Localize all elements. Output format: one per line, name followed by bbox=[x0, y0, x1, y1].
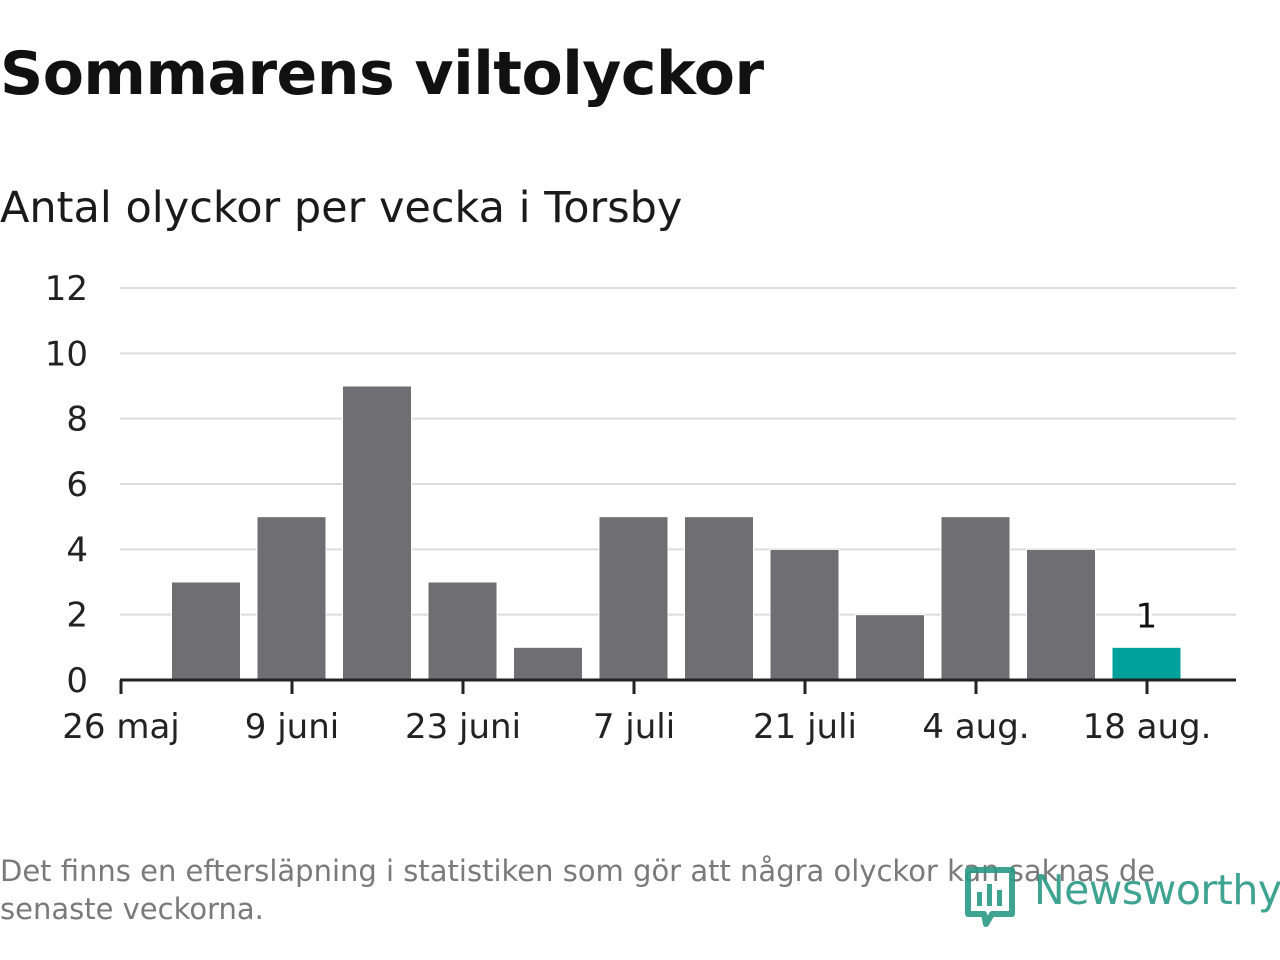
x-tick-label: 21 juli bbox=[753, 707, 857, 747]
bar-chart: 0 2 4 6 8 10 12 1 26 maj 9 juni 23 juni 7 juli 21 … bbox=[45, 269, 1236, 747]
y-tick-label: 8 bbox=[66, 400, 88, 440]
brand-name: Newsworthy bbox=[1034, 866, 1280, 914]
x-tick-label: 23 juni bbox=[405, 707, 521, 747]
bars bbox=[171, 385, 1182, 681]
bar bbox=[427, 581, 498, 681]
y-tick-label: 10 bbox=[45, 334, 88, 374]
bar bbox=[513, 646, 583, 681]
data-labels: 1 bbox=[1133, 593, 1161, 639]
x-tick-label: 7 juli bbox=[593, 707, 675, 747]
bar-highlighted bbox=[1111, 646, 1182, 681]
chart-subtitle: Antal olyckor per vecka i Torsby bbox=[0, 183, 683, 233]
x-tick-label: 18 aug. bbox=[1083, 707, 1212, 747]
y-axis-ticks: 0 2 4 6 8 10 12 bbox=[45, 269, 88, 701]
bar bbox=[1026, 548, 1096, 681]
bar bbox=[171, 581, 241, 681]
bar bbox=[769, 548, 840, 681]
bar bbox=[940, 516, 1011, 681]
y-tick-label: 0 bbox=[66, 661, 88, 701]
newsworthy-logo: Newsworthy bbox=[962, 858, 1280, 928]
y-tick-label: 6 bbox=[66, 465, 88, 505]
bar bbox=[598, 516, 669, 681]
data-label: 1 bbox=[1136, 596, 1158, 636]
x-tick-label: 9 juni bbox=[245, 707, 339, 747]
bar bbox=[684, 516, 754, 681]
y-tick-label: 4 bbox=[66, 530, 88, 570]
x-tick-label: 4 aug. bbox=[922, 707, 1029, 747]
bar bbox=[855, 614, 925, 681]
x-tick-label: 26 maj bbox=[62, 707, 179, 747]
bar-chart-badge-icon bbox=[965, 867, 1015, 927]
footnote: Det finns en eftersläpning i statistiken… bbox=[0, 854, 1156, 926]
bar bbox=[342, 385, 412, 681]
chart-title: Sommarens viltolyckor bbox=[0, 39, 764, 109]
y-tick-label: 12 bbox=[45, 269, 88, 309]
bar bbox=[256, 516, 327, 681]
x-axis-ticks: 26 maj 9 juni 23 juni 7 juli 21 juli 4 aug. 18… bbox=[62, 680, 1211, 747]
y-tick-label: 2 bbox=[66, 596, 88, 636]
